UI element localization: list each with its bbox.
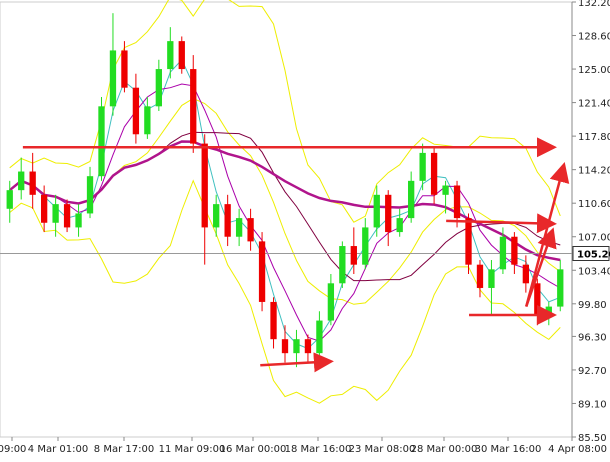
candle-body bbox=[144, 106, 151, 135]
y-tick-label: 132.20 bbox=[578, 0, 610, 9]
candle-body bbox=[109, 50, 117, 107]
candle-body bbox=[18, 171, 25, 191]
candle-body bbox=[488, 269, 495, 288]
trend-arrow bbox=[525, 162, 570, 307]
x-tick-label: 4 Mar 01:00 bbox=[28, 444, 88, 455]
candle-body bbox=[362, 227, 369, 265]
x-tick-label: 8 Mar 17:00 bbox=[94, 444, 154, 455]
candle-body bbox=[155, 69, 162, 107]
y-tick-label: 89.10 bbox=[578, 399, 607, 410]
candle-body bbox=[201, 143, 208, 228]
current-price-tag bbox=[572, 245, 610, 261]
candle-body bbox=[316, 320, 323, 354]
candle-body bbox=[499, 236, 507, 270]
candle-body bbox=[293, 339, 300, 354]
candle-body bbox=[86, 176, 94, 214]
candle-body bbox=[442, 185, 449, 195]
y-tick-label: 96.30 bbox=[578, 332, 607, 343]
trend-arrow bbox=[260, 352, 334, 373]
candle-body bbox=[235, 218, 243, 237]
candle-body bbox=[408, 180, 415, 219]
x-tick-label: 4 Apr 08:00 bbox=[548, 444, 607, 455]
candle-body bbox=[419, 152, 426, 181]
candle-body bbox=[465, 218, 472, 265]
candle-body bbox=[385, 194, 392, 233]
candle-body bbox=[190, 69, 197, 144]
candle-body bbox=[396, 218, 403, 233]
y-tick-label: 125.00 bbox=[578, 65, 610, 76]
candle-body bbox=[6, 190, 13, 209]
candle-body bbox=[52, 204, 59, 223]
y-tick-label: 110.60 bbox=[578, 199, 610, 210]
x-tick-label: 23 Mar 08:00 bbox=[349, 444, 416, 455]
x-tick-label: 16 Mar 00:00 bbox=[220, 444, 287, 455]
candle-body bbox=[476, 264, 484, 288]
current-price-label: 105.20 bbox=[577, 249, 610, 260]
candle-body bbox=[534, 283, 541, 316]
y-tick-label: 103.40 bbox=[578, 266, 610, 277]
trend-arrow bbox=[446, 213, 557, 234]
candle-body bbox=[40, 194, 48, 223]
x-tick-label: 11 Mar 09:00 bbox=[159, 444, 226, 455]
candle-body bbox=[557, 269, 564, 307]
y-tick-label: 92.70 bbox=[578, 366, 607, 377]
candle-body bbox=[373, 194, 380, 228]
y-tick-label: 107.00 bbox=[578, 233, 610, 244]
candle-body bbox=[121, 50, 128, 88]
candle-body bbox=[167, 41, 174, 70]
candle-body bbox=[75, 213, 82, 228]
candle-body bbox=[304, 339, 312, 354]
plot-border bbox=[0, 1, 573, 438]
candle-body bbox=[350, 246, 357, 265]
candle-body bbox=[63, 204, 71, 228]
candle-body bbox=[270, 301, 277, 340]
x-tick-label: 09:00 bbox=[0, 444, 26, 455]
candle-body bbox=[430, 152, 438, 195]
candle-body bbox=[453, 185, 461, 219]
candle-body bbox=[132, 87, 140, 135]
candle-body bbox=[247, 218, 254, 242]
x-tick-label: 28 Mar 00:00 bbox=[411, 444, 478, 455]
candle-body bbox=[327, 283, 335, 321]
y-tick-label: 99.80 bbox=[578, 300, 607, 311]
candle-body bbox=[522, 264, 530, 284]
y-tick-label: 121.40 bbox=[578, 99, 610, 110]
candle-body bbox=[224, 204, 231, 237]
candle-body bbox=[339, 246, 346, 284]
candle-body bbox=[281, 339, 289, 354]
candle-body bbox=[178, 41, 185, 70]
y-tick-label: 114.20 bbox=[578, 166, 610, 177]
x-tick-label: 30 Mar 16:00 bbox=[475, 444, 542, 455]
x-tick-label: 18 Mar 16:00 bbox=[285, 444, 352, 455]
candle-body bbox=[213, 204, 220, 228]
y-tick-label: 128.60 bbox=[578, 32, 610, 43]
candle-body bbox=[258, 241, 266, 302]
candle-body bbox=[29, 171, 36, 195]
y-tick-label: 117.80 bbox=[578, 132, 610, 143]
candle-body bbox=[98, 106, 105, 177]
y-tick-label: 85.50 bbox=[578, 433, 607, 444]
candle-body bbox=[511, 236, 518, 265]
ma-mid-line bbox=[9, 83, 561, 342]
